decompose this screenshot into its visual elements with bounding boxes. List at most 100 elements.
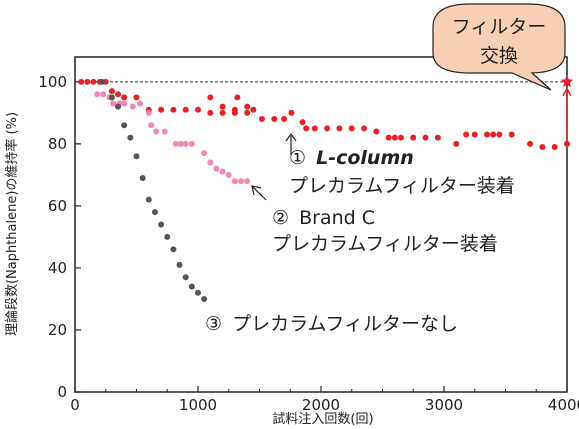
y-tick-label-0: 0 (57, 383, 67, 401)
series-2-point-23 (244, 178, 251, 185)
y-tick-label-80: 80 (48, 135, 67, 153)
series-3-point-15 (195, 289, 201, 296)
series-1-point-12 (182, 106, 189, 113)
annotation-lcolumn-num: ① (289, 147, 306, 169)
x-tick-label-4000: 4000 (548, 396, 579, 414)
annotation-lcolumn-name: L-column (316, 147, 414, 169)
annotation-lcolumn-arrowhead (285, 132, 297, 142)
series-3-point-0 (99, 78, 106, 85)
series-1-point-26 (281, 116, 288, 123)
series-1-point-11 (170, 106, 177, 113)
series-2-point-12 (172, 140, 179, 147)
filter-change-arrowhead (562, 87, 572, 97)
series-1-point-34 (361, 125, 368, 132)
series-1-point-48 (508, 131, 515, 138)
series-2-point-18 (213, 165, 220, 172)
series-1-point-10 (158, 106, 165, 113)
series-1-point-0 (78, 78, 85, 85)
series-1-point-33 (348, 125, 355, 132)
annotation-brandc-arrowhead (251, 185, 262, 196)
annotation-brandc: ② Brand C プレカラムフィルター装着 (251, 185, 498, 255)
series-1-point-47 (496, 131, 503, 138)
x-axis-label: 試料注入回数(回) (272, 411, 373, 427)
series-2-point-17 (207, 159, 214, 166)
series-1-point-24 (258, 116, 265, 123)
series-3-point-7 (145, 196, 152, 203)
series-1-point-8 (133, 94, 140, 101)
series-3-point-13 (182, 274, 189, 281)
series-1-point-43 (463, 131, 470, 138)
series-1-point-13 (195, 106, 201, 113)
series-3-point-1 (108, 94, 115, 101)
series-1-point-35 (373, 128, 380, 135)
series-1-point-20 (231, 106, 238, 113)
series-2-point-14 (182, 140, 189, 147)
annotation-brandc-text: プレカラムフィルター装着 (272, 233, 498, 255)
series-2-point-0 (94, 91, 101, 98)
series-1-point-2 (90, 78, 97, 85)
series-1-point-32 (336, 125, 343, 132)
series-3-point-9 (158, 221, 165, 228)
series-1-point-25 (271, 116, 278, 123)
series-2-point-19 (219, 168, 226, 175)
series-3-point-4 (127, 134, 134, 141)
y-tick-label-20: 20 (48, 321, 67, 339)
annotation-brandc-name: Brand C (299, 207, 375, 229)
series-1-point-38 (397, 134, 404, 141)
series-1-point-31 (324, 125, 331, 132)
series-2-point-10 (153, 128, 160, 135)
annotation-none-text: プレカラムフィルターなし (232, 313, 458, 335)
series-1-point-37 (391, 134, 398, 141)
series-1-point-40 (422, 134, 429, 141)
series-1-point-42 (453, 140, 460, 147)
series-3-point-3 (121, 122, 128, 129)
series-2-point-16 (201, 150, 208, 157)
annotation-brandc-arrow (252, 186, 267, 201)
series-1-point-29 (303, 125, 310, 132)
series-3-point-12 (176, 261, 183, 268)
series-1-point-51 (551, 143, 558, 150)
series-2-point-7 (137, 100, 144, 107)
annotation-lcolumn-text: プレカラムフィルター装着 (289, 175, 515, 197)
y-axis-label: 理論段数(Naphthalene)の維持率 (%) (4, 112, 20, 336)
y-tick-label-40: 40 (48, 259, 67, 277)
annotation-brandc-num: ② (272, 207, 289, 229)
annotation-none: ③ プレカラムフィルターなし (205, 313, 458, 335)
series-1-point-45 (484, 131, 491, 138)
series-1-point-15 (219, 109, 226, 116)
series-1-point-23 (250, 106, 257, 113)
series-2-point-3 (110, 100, 117, 107)
series-1-point-36 (385, 134, 392, 141)
series-1-point-22 (234, 94, 241, 101)
series-3-point-5 (133, 153, 140, 160)
callout-line2: 交換 (480, 45, 518, 67)
filter-change-star-marker (560, 75, 574, 88)
series-2-point-21 (231, 178, 238, 185)
series-3-point-16 (201, 295, 208, 302)
series-3-point-11 (170, 246, 177, 253)
x-tick-label-3000: 3000 (425, 396, 463, 414)
callout-line1: フィルター (452, 16, 547, 38)
series-2-point-20 (225, 171, 232, 178)
series-1-point-41 (434, 134, 441, 141)
series-2-point-15 (188, 140, 195, 147)
series-1-point-14 (207, 109, 214, 116)
series-1-point-46 (490, 131, 497, 138)
series-1-point-44 (471, 131, 478, 138)
series-1-point-17 (244, 109, 251, 116)
annotation-lcolumn: ① L-column プレカラムフィルター装着 (285, 132, 515, 197)
series-1-point-21 (244, 103, 251, 110)
filter-change-callout: フィルター 交換 (432, 3, 566, 91)
series-3-point-10 (164, 233, 171, 240)
x-tick-label-1000: 1000 (179, 396, 217, 414)
x-tick-label-0: 0 (70, 396, 80, 414)
svg-text:② Brand C: ② Brand C (272, 207, 375, 229)
series-1-point-18 (207, 94, 214, 101)
series-3-point-14 (188, 283, 195, 290)
callout-bubble (432, 3, 566, 91)
svg-text:① L-column: ① L-column (289, 147, 414, 169)
series-1-point-28 (299, 119, 306, 126)
series-1-point-50 (539, 143, 546, 150)
series-1-point-6 (115, 91, 122, 98)
